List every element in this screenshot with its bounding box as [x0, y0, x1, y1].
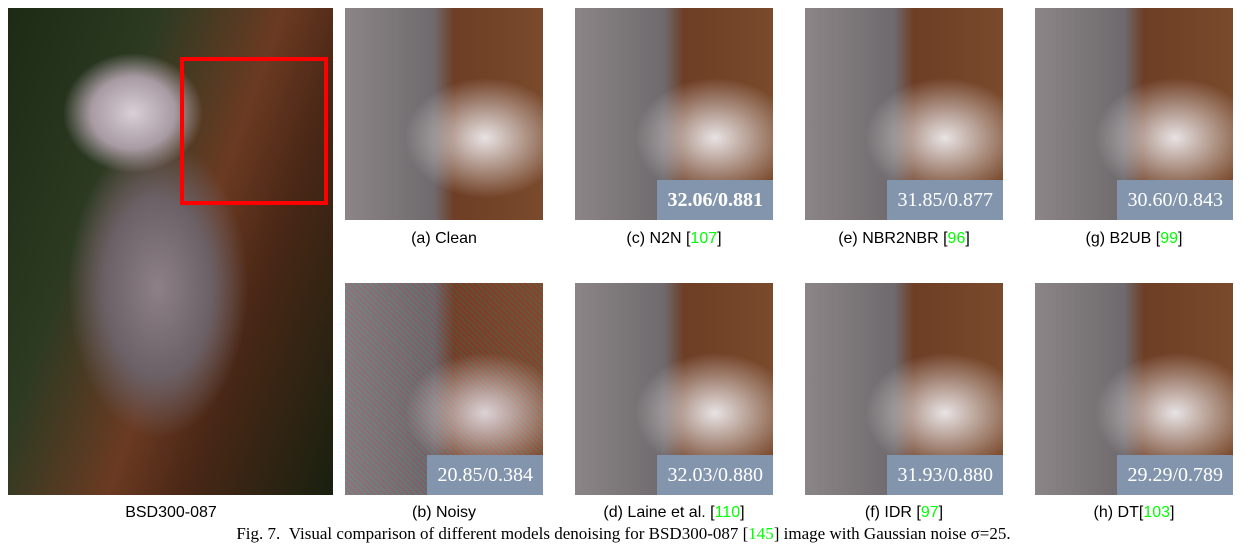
- caption-suffix: ]: [1170, 504, 1174, 521]
- caption-suffix: ]: [740, 504, 744, 521]
- main-image: [8, 8, 333, 495]
- caption-prefix: (e) NBR2NBR [: [838, 230, 947, 247]
- panel-image: 32.03/0.880: [575, 283, 773, 495]
- panel-image: 31.93/0.880: [805, 283, 1003, 495]
- panel-caption: (f) IDR [97]: [789, 504, 1019, 522]
- figure: BSD300-087 Fig. 7. Visual comparison of …: [0, 0, 1247, 545]
- caption-suffix: ]: [939, 504, 943, 521]
- metric: 31.93/0.880: [887, 455, 1003, 495]
- caption-text: Visual comparison of different models de…: [289, 524, 748, 543]
- metric: 29.29/0.789: [1117, 455, 1233, 495]
- caption-ref: 110: [715, 504, 741, 521]
- caption-suffix: ]: [965, 230, 969, 247]
- caption-prefix: (c) N2N [: [626, 230, 690, 247]
- caption-ref: 97: [921, 504, 939, 521]
- metric: 30.60/0.843: [1117, 180, 1233, 220]
- metric: 20.85/0.384: [427, 455, 543, 495]
- caption-ref: 99: [1160, 230, 1178, 247]
- panel-image: 30.60/0.843: [1035, 8, 1233, 220]
- panel-caption: (b) Noisy: [329, 504, 559, 522]
- caption-prefix: (g) B2UB [: [1086, 230, 1161, 247]
- panel-image: 20.85/0.384: [345, 283, 543, 495]
- panel-caption: (g) B2UB [99]: [1019, 230, 1247, 248]
- caption-suffix: ]: [1178, 230, 1182, 247]
- metric: 32.03/0.880: [657, 455, 773, 495]
- caption-prefix: (h) DT[: [1094, 504, 1144, 521]
- zoom-box: [180, 57, 328, 205]
- panel-caption: (c) N2N [107]: [559, 230, 789, 248]
- caption-prefix: (f) IDR [: [865, 504, 921, 521]
- panel-image: 29.29/0.789: [1035, 283, 1233, 495]
- caption-rest: ] image with Gaussian noise σ=25.: [774, 524, 1011, 543]
- caption-prefix: (d) Laine et al. [: [603, 504, 714, 521]
- panel-image: 32.06/0.881: [575, 8, 773, 220]
- panel-image: [345, 8, 543, 220]
- panel-caption: (d) Laine et al. [110]: [559, 504, 789, 522]
- metric: 31.85/0.877: [887, 180, 1003, 220]
- metric: 32.06/0.881: [657, 180, 773, 220]
- caption-ref: 96: [948, 230, 966, 247]
- caption-ref: 107: [690, 230, 717, 247]
- caption-prefix: (a) Clean: [411, 230, 477, 247]
- panel-caption: (a) Clean: [329, 230, 559, 248]
- caption-label: Fig. 7.: [236, 524, 280, 543]
- panel-caption: (h) DT[103]: [1019, 504, 1247, 522]
- main-label: BSD300-087: [56, 504, 286, 522]
- figure-caption: Fig. 7. Visual comparison of different m…: [0, 524, 1247, 544]
- caption-ref: 145: [748, 524, 774, 543]
- caption-ref: 103: [1143, 504, 1170, 521]
- panel-image: 31.85/0.877: [805, 8, 1003, 220]
- caption-prefix: (b) Noisy: [412, 504, 476, 521]
- caption-suffix: ]: [717, 230, 721, 247]
- panel-caption: (e) NBR2NBR [96]: [789, 230, 1019, 248]
